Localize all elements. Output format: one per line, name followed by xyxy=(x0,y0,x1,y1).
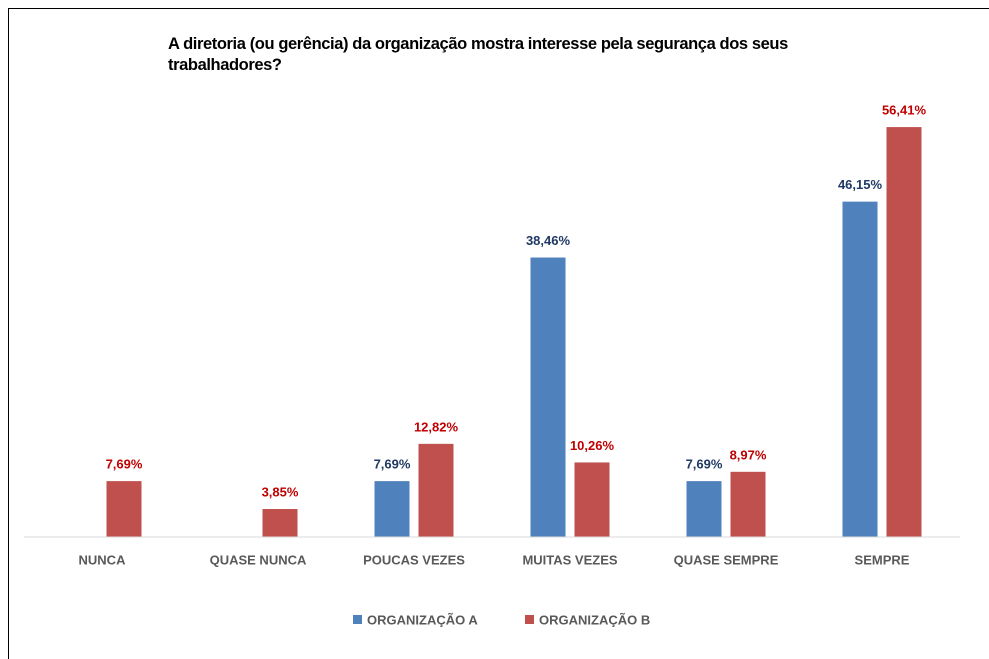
bar xyxy=(886,127,922,537)
bar xyxy=(574,462,610,537)
legend-swatch xyxy=(525,615,534,624)
value-label: 56,41% xyxy=(882,103,927,118)
value-label: 12,82% xyxy=(414,419,459,434)
bar xyxy=(530,257,566,537)
value-label: 7,69% xyxy=(686,457,723,472)
value-label: 3,85% xyxy=(262,484,299,499)
chart-title: A diretoria (ou gerência) da organização… xyxy=(168,35,788,74)
bar xyxy=(418,443,454,537)
value-label: 46,15% xyxy=(838,177,883,192)
value-label: 8,97% xyxy=(730,447,767,462)
bar xyxy=(262,509,298,537)
value-label: 7,69% xyxy=(374,457,411,472)
value-label: 10,26% xyxy=(570,438,615,453)
x-tick-label: QUASE SEMPRE xyxy=(674,552,779,567)
x-tick-label: SEMPRE xyxy=(855,552,910,567)
legend-label: ORGANIZAÇÃO A xyxy=(367,612,478,627)
x-tick-label: NUNCA xyxy=(79,552,127,567)
value-label: 38,46% xyxy=(526,233,571,248)
bar xyxy=(730,471,766,537)
legend-swatch xyxy=(353,615,362,624)
bar xyxy=(106,481,142,537)
x-tick-label: POUCAS VEZES xyxy=(363,552,465,567)
bar xyxy=(374,481,410,537)
legend-label: ORGANIZAÇÃO B xyxy=(539,612,650,627)
frame xyxy=(8,8,989,659)
value-label: 7,69% xyxy=(106,457,143,472)
bar xyxy=(842,201,878,538)
x-tick-label: MUITAS VEZES xyxy=(522,552,617,567)
x-tick-label: QUASE NUNCA xyxy=(210,552,307,567)
bar xyxy=(686,481,722,537)
